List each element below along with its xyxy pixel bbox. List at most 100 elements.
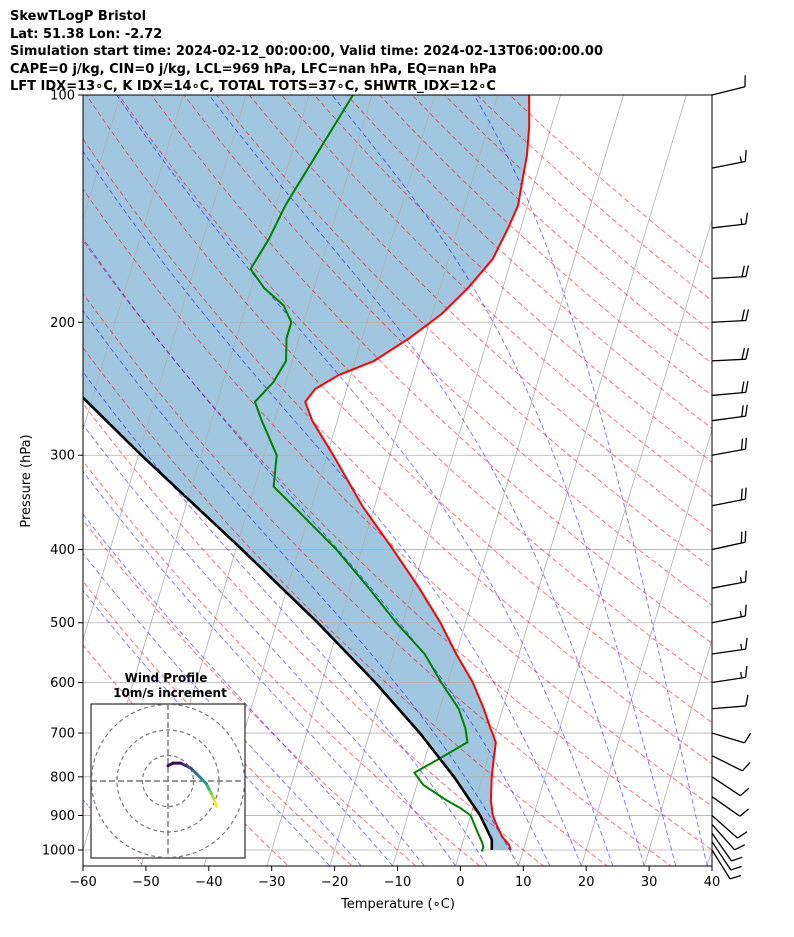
wind-barb [711,824,746,851]
barb-half-flag [740,643,743,650]
profile-lines [83,95,531,852]
dry-adiabat [83,346,609,866]
isotherm-line [455,95,687,866]
barb-flag [741,381,745,393]
wind-barb [711,849,742,880]
y-tick-label: 1000 [42,844,75,859]
barb-flag [731,856,743,862]
barb-flag [740,488,743,500]
barb-flag [745,265,749,277]
y-tick-label: 800 [50,770,75,785]
dry-adiabat [313,95,712,463]
barb-staff [711,832,733,862]
barb-staff [711,824,736,851]
barb-staff [711,776,741,797]
stability-line: CAPE=0 j/kg, CIN=0 j/kg, LCL=969 hPa, LF… [10,61,497,77]
barb-staff [711,849,731,880]
wind-barb [711,637,748,655]
barb-staff [711,676,746,684]
temperature-line [304,95,531,851]
wind-barb [711,570,747,589]
x-tick-label: −60 [69,875,96,890]
moist-adiabat [83,552,362,866]
wind-barb [711,604,747,624]
wind-barb [711,832,743,862]
moist-adiabat [83,513,394,866]
x-tick-label: −20 [321,875,348,890]
barb-staff [711,705,746,710]
x-tick-label: 20 [578,875,595,890]
barb-flag [745,404,748,417]
barb-flag [745,309,750,321]
barb-staff [711,319,746,323]
x-tick-label: 40 [704,875,721,890]
barb-half-flag [739,156,743,163]
barb-staff [711,755,743,772]
barb-staff [711,358,746,362]
barb-staff [711,86,746,96]
y-tick-label: 300 [50,449,75,464]
barb-staff [711,448,746,456]
x-tick-label: −40 [195,875,222,890]
barb-staff [711,223,746,229]
isotherm-line [329,95,562,866]
dry-adiabat [183,95,712,606]
barb-flag [741,309,746,321]
barb-flag [741,348,746,360]
barb-flag [741,761,751,772]
hodograph-segment [166,761,175,768]
wind-barb [711,665,748,684]
wind-barb [711,265,749,280]
wind-barb [711,347,750,362]
barb-flag [744,665,748,678]
barb-flag [740,531,743,544]
y-tick-label: 700 [50,727,75,742]
wind-barb [711,381,749,397]
wind-barb [711,437,748,456]
wind-barb [711,841,742,871]
barb-flag [744,437,748,450]
wind-barb [711,814,748,839]
y-tick-label: 200 [50,316,75,331]
barb-flag [744,732,752,744]
barb-half-flag [739,610,743,617]
moist-adiabat [83,589,331,866]
x-tick-label: 0 [456,875,464,890]
wind-barbs [711,75,752,880]
x-axis-label: Temperature (∘C) [340,897,455,912]
barb-flag [744,530,747,543]
barb-flag [744,604,747,617]
barb-half-flag [739,576,743,583]
y-axis-label: Pressure (hPa) [19,434,34,527]
chart-header: SkewTLogP Bristol Lat: 51.38 Lon: -2.72 … [10,8,603,96]
barb-staff [711,415,746,422]
moist-adiabat [83,423,456,866]
isotherm-line [766,60,794,881]
y-tick-label: 500 [50,616,75,631]
y-tick-label: 100 [50,89,75,104]
barb-staff [711,648,746,655]
wind-barb [711,796,750,817]
hodograph-subtitle: 10m/s increment [113,686,227,700]
moist-adiabat [83,237,551,866]
barb-staff [711,160,746,169]
dry-adiabat [281,95,712,498]
wind-barb [711,694,749,710]
wind-barb [711,404,748,422]
cape-cin-shading [83,95,530,850]
barb-flag [741,405,744,417]
wind-barb [711,150,747,169]
isotherm-line [83,95,184,432]
barb-staff [711,275,746,280]
x-tick-label: 30 [641,875,658,890]
barb-flag [744,487,747,500]
barb-staff [711,841,732,871]
moist-adiabat [83,150,582,866]
y-tick-label: 400 [50,543,75,558]
barb-staff [711,615,746,624]
barb-flag [745,694,749,707]
barb-flag [730,865,742,871]
x-tick-label: 10 [515,875,532,890]
moist-adiabat [116,95,614,866]
